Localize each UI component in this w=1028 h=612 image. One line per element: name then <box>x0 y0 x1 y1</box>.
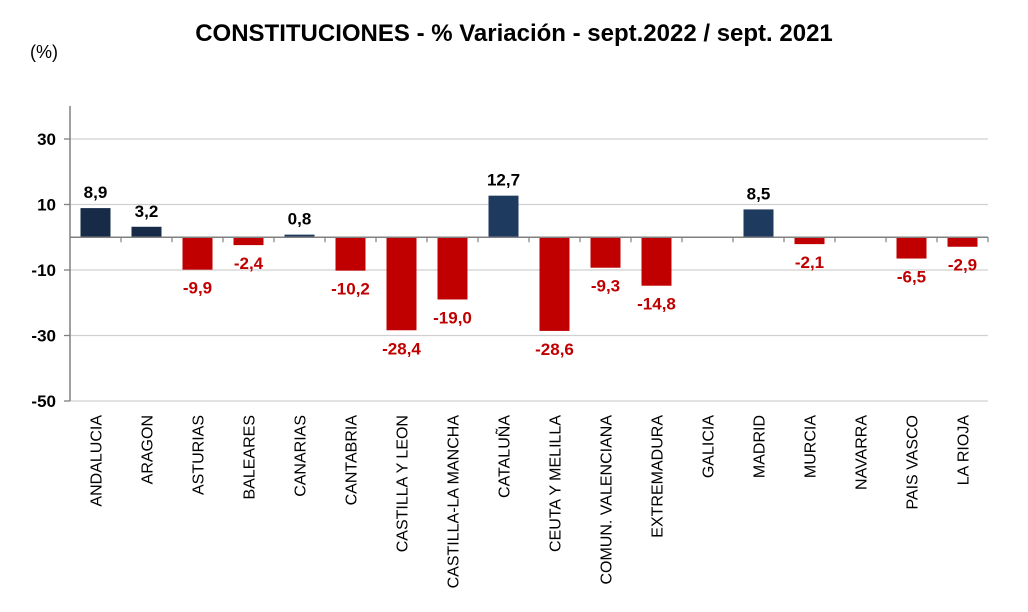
data-label: 12,7 <box>487 171 520 190</box>
bar-murcia <box>794 237 825 245</box>
bar-andalucia <box>80 208 111 238</box>
bar-madrid <box>743 209 774 238</box>
y-tick-label: -10 <box>31 261 56 280</box>
category-label: LA RIOJA <box>956 415 973 486</box>
chart-title: CONSTITUCIONES - % Variación - sept.2022… <box>195 20 833 47</box>
data-label: -2,1 <box>795 253 824 272</box>
category-labels: ANDALUCIA ARAGON ASTURIAS BALEARES CANARIAS C… <box>89 415 973 589</box>
category-label: BALEARES <box>242 415 259 499</box>
bar-cantabria <box>335 237 366 271</box>
category-label: NAVARRA <box>854 415 871 490</box>
data-label: 3,2 <box>135 202 159 221</box>
data-label: -28,6 <box>535 340 574 359</box>
data-label: -6,5 <box>897 268 926 287</box>
bar-cataluña <box>488 195 519 238</box>
data-label: -9,3 <box>591 277 620 296</box>
bar-pais-vasco <box>896 237 927 259</box>
category-label: EXTREMADURA <box>650 415 667 538</box>
y-tick-label: 30 <box>37 130 56 149</box>
category-label: CASTILLA-LA MANCHA <box>446 415 463 589</box>
bar-aragon <box>131 226 162 238</box>
category-label: MADRID <box>752 415 769 478</box>
category-label: CATALUÑA <box>494 415 514 498</box>
y-tick-label: -50 <box>31 392 56 411</box>
bar-asturias <box>182 237 213 270</box>
category-label: ARAGON <box>140 415 157 484</box>
category-label: CANARIAS <box>293 415 310 497</box>
data-label: -19,0 <box>433 308 472 327</box>
data-label: -28,4 <box>382 339 421 358</box>
category-label: CEUTA Y MELILLA <box>548 415 565 552</box>
bar-ceuta-y-melilla <box>539 237 570 331</box>
data-label: -2,9 <box>948 256 977 275</box>
category-label: COMUN. VALENCIANA <box>599 415 616 585</box>
category-label: ASTURIAS <box>191 415 208 495</box>
axes <box>64 106 989 402</box>
data-label: 0,8 <box>288 210 312 229</box>
bar-extremadura <box>641 237 672 286</box>
gridlines <box>70 138 988 402</box>
bar-la-rioja <box>947 237 978 247</box>
category-label: CANTABRIA <box>344 415 361 506</box>
data-labels: 8,9 3,2 -9,9 -2,4 0,8 -10,2 -28,4 -19,0 12,7 -28,… <box>84 171 977 359</box>
y-tick-label: 10 <box>37 196 56 215</box>
data-label: -9,9 <box>183 279 212 298</box>
y-axis-unit-label: (%) <box>30 42 58 62</box>
bar-comun-valenciana <box>590 237 621 268</box>
y-tick-label: -30 <box>31 327 56 346</box>
bar-castilla-la-mancha <box>437 237 468 300</box>
y-tick-labels: 30 10 -10 -30 -50 <box>31 130 56 411</box>
bar-castilla-y-leon <box>386 237 417 331</box>
data-label: 8,9 <box>84 183 108 202</box>
data-label: 8,5 <box>747 184 771 203</box>
category-label: ANDALUCIA <box>89 415 106 507</box>
category-label: PAIS VASCO <box>905 415 922 510</box>
bar-baleares <box>233 237 264 246</box>
data-label: -14,8 <box>637 295 676 314</box>
data-label: -10,2 <box>331 280 370 299</box>
data-label: -2,4 <box>234 254 264 273</box>
bar-canarias <box>284 234 315 238</box>
bars <box>80 195 978 331</box>
category-label: MURCIA <box>803 415 820 478</box>
category-label: CASTILLA Y LEON <box>395 415 412 552</box>
category-label: GALICIA <box>701 415 718 478</box>
